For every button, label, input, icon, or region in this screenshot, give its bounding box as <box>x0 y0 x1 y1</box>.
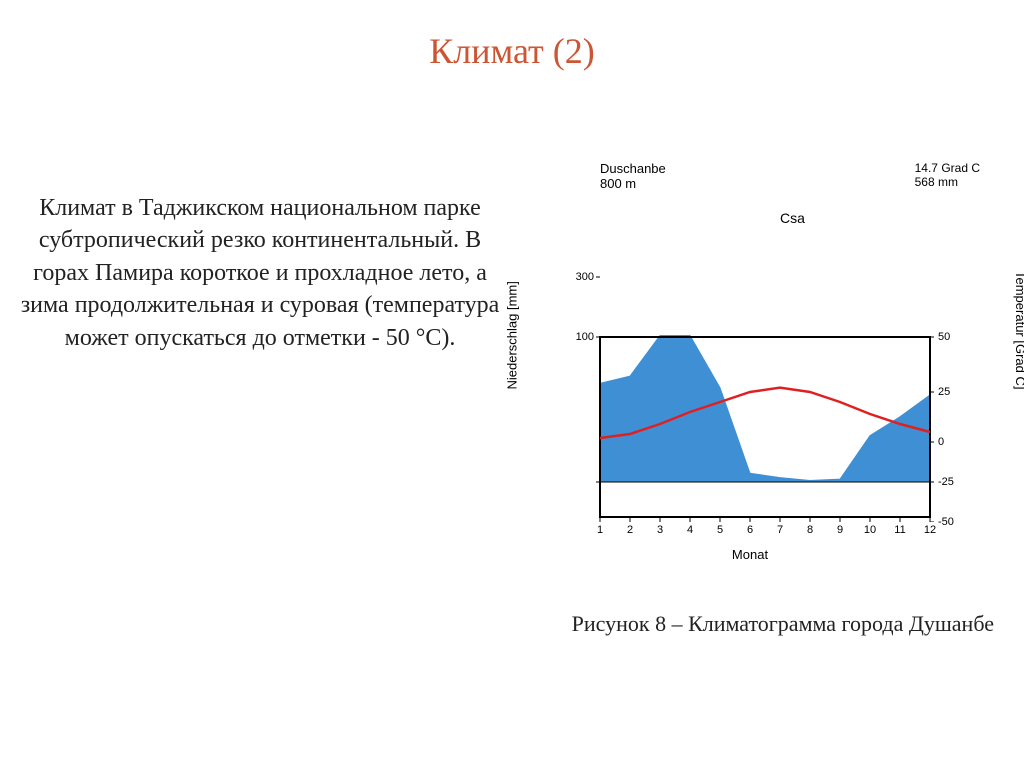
y-tick-left: 300 <box>564 271 594 283</box>
chart-city: Duschanbe <box>600 162 666 177</box>
plot-area: 123456789101112 100300 -50-2502550 <box>585 232 945 522</box>
x-tick-label: 2 <box>627 524 633 536</box>
x-tick-label: 3 <box>657 524 663 536</box>
content-row: Климат в Таджикском национальном парке с… <box>0 182 1024 562</box>
slide-title: Климат (2) <box>0 0 1024 72</box>
x-axis-label: Monat <box>510 547 990 562</box>
x-tick-label: 7 <box>777 524 783 536</box>
x-tick-label: 12 <box>924 524 936 536</box>
y-axis-label-right: Temperatur [Grad C] <box>1013 271 1024 390</box>
x-tick-label: 9 <box>837 524 843 536</box>
x-tick-label: 8 <box>807 524 813 536</box>
chart-elevation: 800 m <box>600 177 666 192</box>
chart-header-left: Duschanbe 800 m <box>600 162 666 192</box>
y-tick-right: -50 <box>938 516 968 528</box>
figure-caption: Рисунок 8 – Климатограмма города Душанбе <box>572 611 994 637</box>
chart-column: Duschanbe 800 m 14.7 Grad C 568 mm Csa N… <box>500 182 1004 562</box>
body-text: Климат в Таджикском национальном парке с… <box>20 182 500 562</box>
y-axis-label-left: Niederschlag [mm] <box>505 281 520 389</box>
y-tick-right: -25 <box>938 476 968 488</box>
chart-total-precip: 568 mm <box>915 176 980 190</box>
y-tick-right: 0 <box>938 436 968 448</box>
x-tick-label: 6 <box>747 524 753 536</box>
chart-header-right: 14.7 Grad C 568 mm <box>915 162 980 190</box>
x-tick-label: 4 <box>687 524 693 536</box>
x-tick-label: 10 <box>864 524 876 536</box>
y-tick-right: 25 <box>938 386 968 398</box>
x-tick-label: 5 <box>717 524 723 536</box>
chart-avg-temp: 14.7 Grad C <box>915 162 980 176</box>
climate-chart: Duschanbe 800 m 14.7 Grad C 568 mm Csa N… <box>510 182 990 562</box>
x-tick-label: 11 <box>894 524 905 536</box>
x-tick-label: 1 <box>597 524 603 536</box>
y-tick-left: 100 <box>564 331 594 343</box>
chart-classification: Csa <box>780 210 805 226</box>
chart-svg <box>585 232 945 522</box>
y-tick-right: 50 <box>938 331 968 343</box>
precip-area <box>600 336 930 483</box>
